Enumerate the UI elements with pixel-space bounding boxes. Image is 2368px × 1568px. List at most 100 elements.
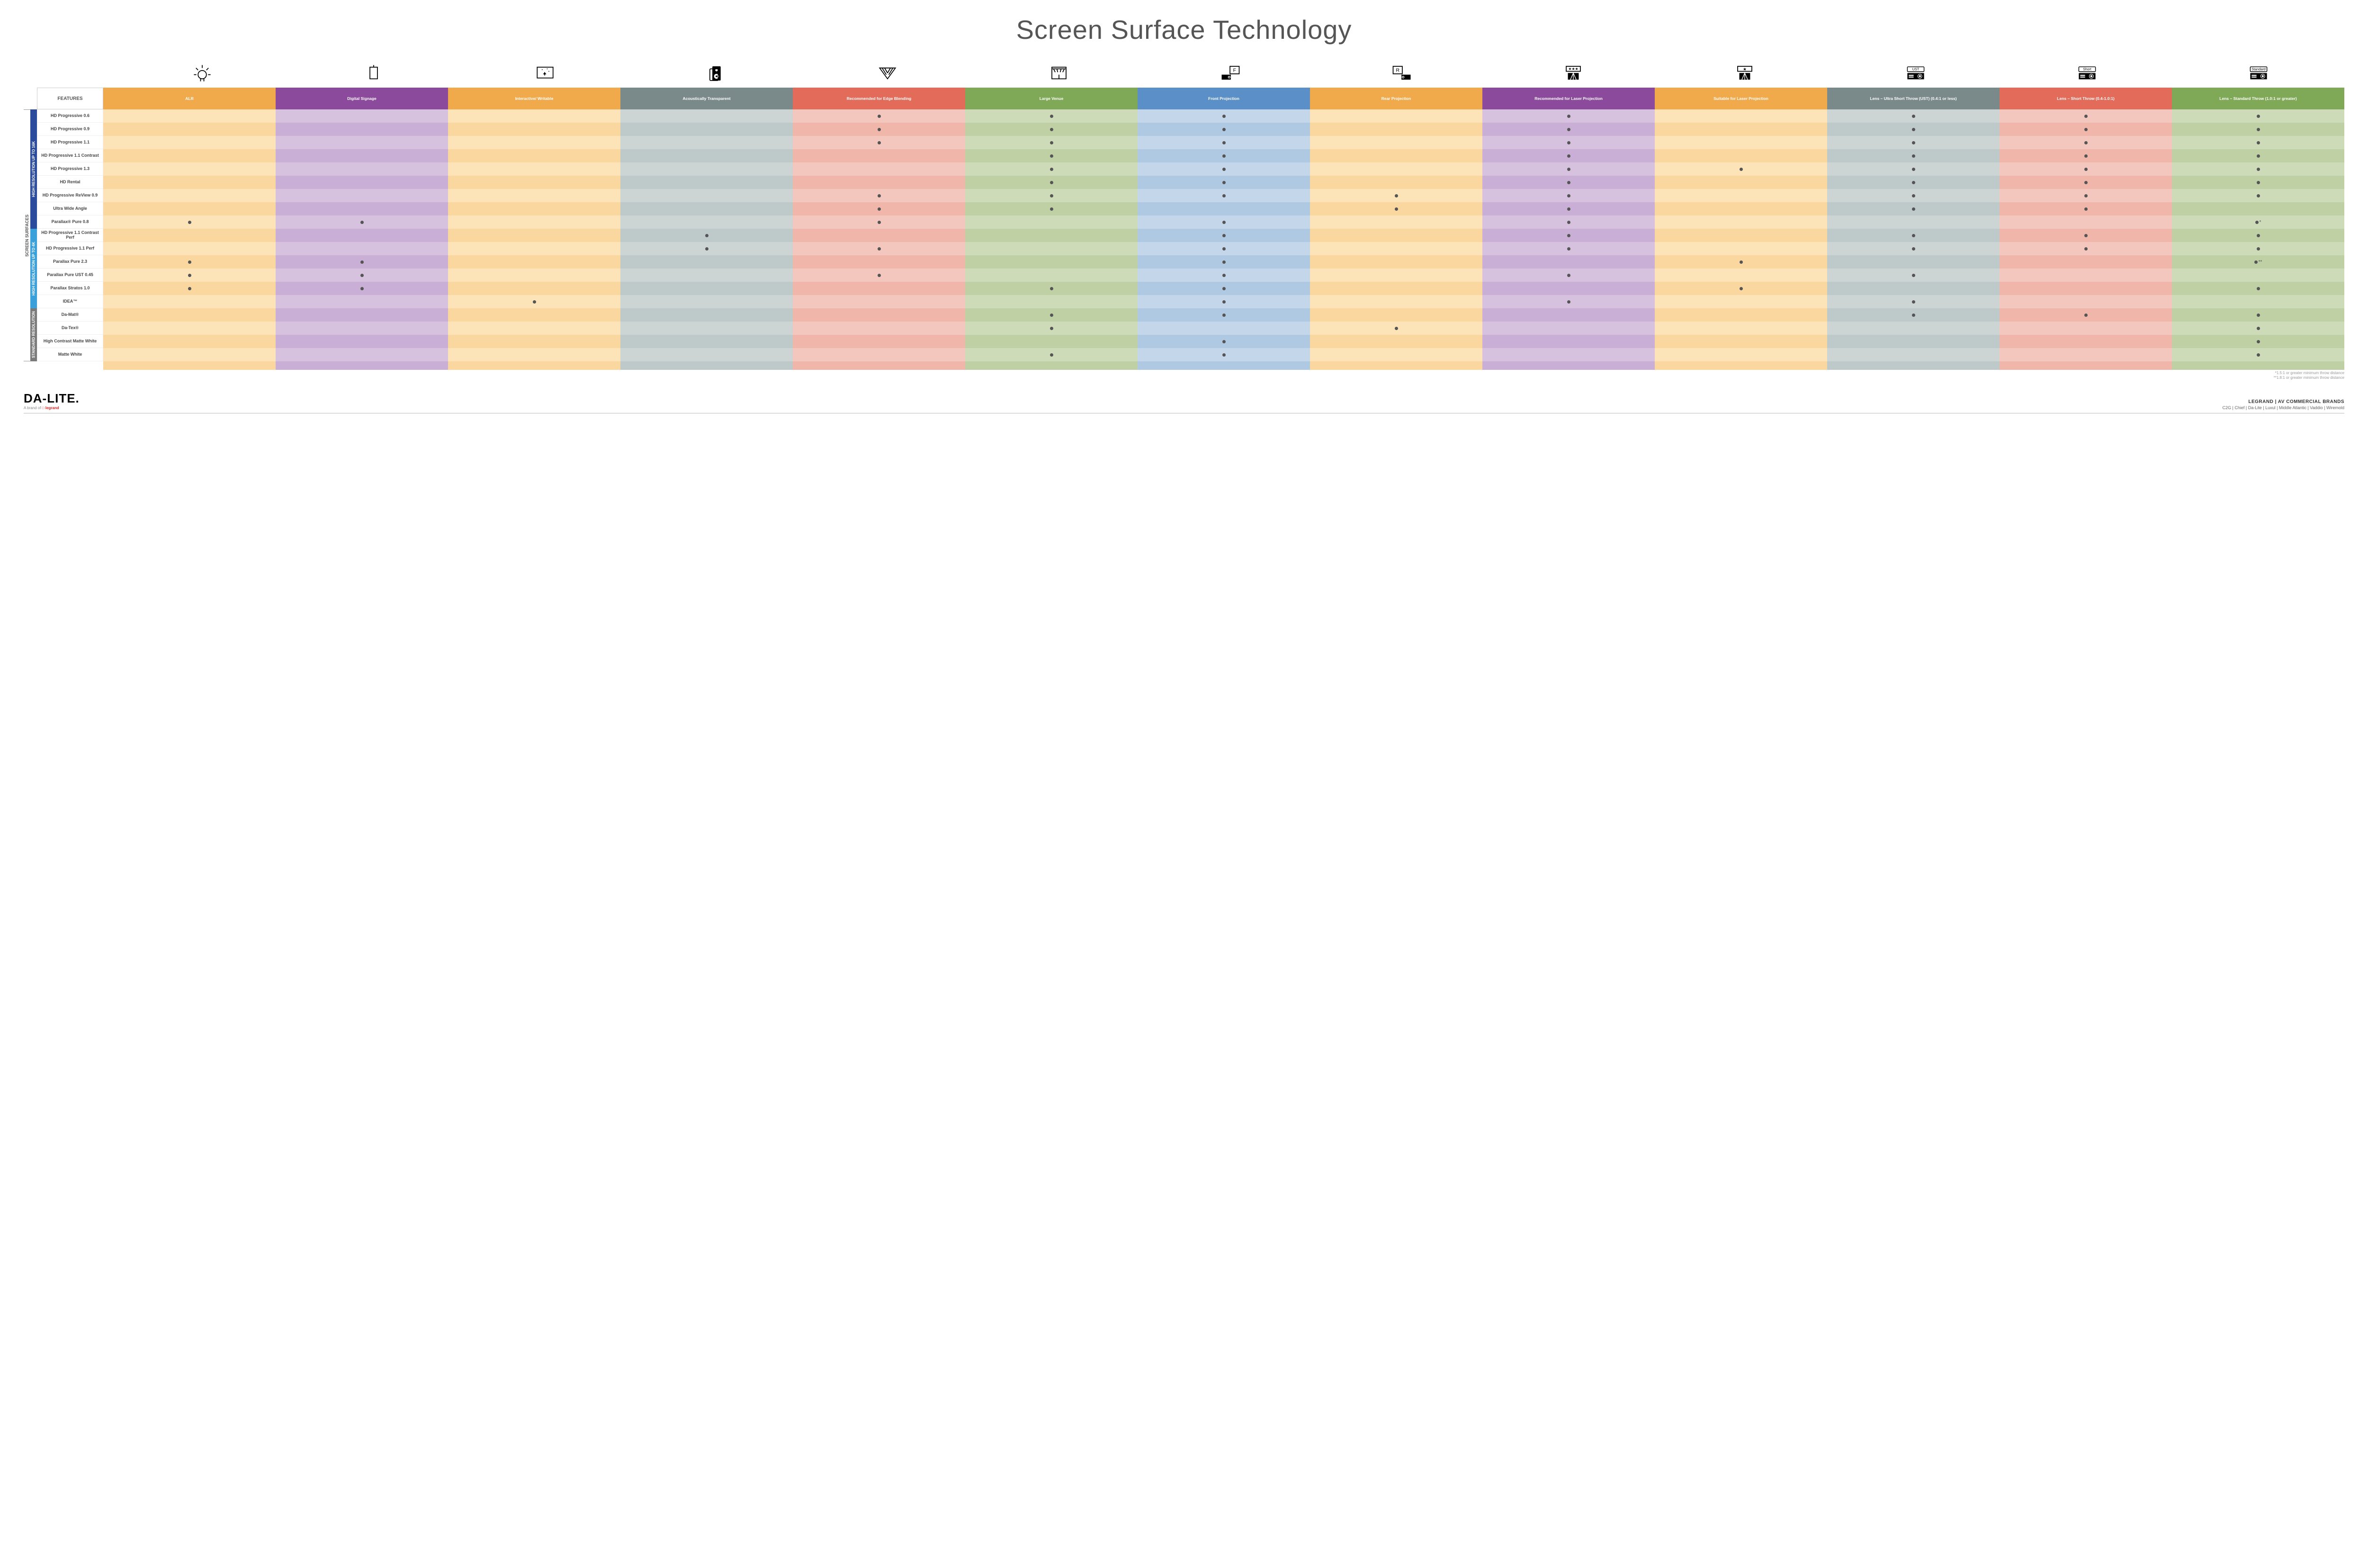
data-cell <box>1138 242 1310 255</box>
column-icon-rp: R <box>1316 59 1488 88</box>
data-cell <box>1827 322 2000 335</box>
column-icon-std: Standard <box>2173 59 2344 88</box>
data-cell <box>276 335 448 348</box>
data-cell <box>1138 149 1310 162</box>
data-cell <box>1655 295 1827 308</box>
data-cell <box>1138 215 1310 229</box>
data-cell <box>276 322 448 335</box>
row-label: High Contrast Matte White <box>37 335 103 348</box>
data-cell <box>1310 348 1482 361</box>
data-cell <box>1310 229 1482 242</box>
data-cell <box>448 215 620 229</box>
data-cell <box>103 149 276 162</box>
table-row: HD Progressive 1.1 Contrast Perf <box>37 229 2344 242</box>
data-cell <box>1655 322 1827 335</box>
body-rows: SCREEN SURFACES HIGH RESOLUTION UP TO 16… <box>24 109 2344 370</box>
data-cell <box>965 308 1138 322</box>
data-cell <box>1482 202 1655 215</box>
column-icon-fp: F <box>1145 59 1316 88</box>
svg-text:★★★: ★★★ <box>1568 67 1578 71</box>
data-cell <box>620 242 793 255</box>
data-cell <box>448 255 620 269</box>
data-cell <box>793 202 965 215</box>
data-cell <box>620 269 793 282</box>
row-label: HD Progressive 0.6 <box>37 109 103 123</box>
row-label: HD Progressive 1.3 <box>37 162 103 176</box>
data-cell <box>620 136 793 149</box>
brands-title: LEGRAND | AV COMMERCIAL BRANDS <box>2223 399 2344 404</box>
column-header-fp: Front Projection <box>1138 88 1310 109</box>
data-cell <box>2172 308 2344 322</box>
data-cell <box>965 162 1138 176</box>
data-cell <box>448 176 620 189</box>
data-cell <box>793 189 965 202</box>
data-cell <box>620 215 793 229</box>
data-cell <box>965 149 1138 162</box>
row-label: Matte White <box>37 348 103 361</box>
data-cell <box>1827 282 2000 295</box>
data-cell <box>1655 149 1827 162</box>
data-cell <box>1655 255 1827 269</box>
table-row: HD Progressive 1.1 Perf <box>37 242 2344 255</box>
row-label: Parallax Pure 2.3 <box>37 255 103 269</box>
data-cell <box>448 308 620 322</box>
data-cell <box>1138 176 1310 189</box>
data-cell <box>1310 123 1482 136</box>
data-cell <box>448 109 620 123</box>
data-cell <box>2172 162 2344 176</box>
data-cell <box>276 242 448 255</box>
data-cell <box>965 136 1138 149</box>
column-header-iw: Interactive/ Writable <box>448 88 620 109</box>
data-cell <box>2172 189 2344 202</box>
row-label: HD Progressive ReView 0.9 <box>37 189 103 202</box>
data-cell <box>103 335 276 348</box>
data-cell <box>1482 109 1655 123</box>
data-cell <box>448 229 620 242</box>
table-row: HD Progressive 0.6 <box>37 109 2344 123</box>
page-title: Screen Surface Technology <box>24 14 2344 45</box>
data-cell <box>1482 335 1655 348</box>
data-cell <box>1310 109 1482 123</box>
header-row: FEATURES ALRDigital SignageInteractive/ … <box>24 88 2344 109</box>
data-cell <box>1310 255 1482 269</box>
column-header-lv: Large Venue <box>965 88 1138 109</box>
data-cell <box>620 176 793 189</box>
data-cell <box>2172 149 2344 162</box>
data-cell <box>448 322 620 335</box>
data-cell <box>2000 335 2172 348</box>
data-cell <box>965 189 1138 202</box>
data-cell <box>2000 176 2172 189</box>
data-cell <box>620 348 793 361</box>
data-cell <box>620 109 793 123</box>
data-cell <box>103 269 276 282</box>
data-cell <box>1827 149 2000 162</box>
data-cell <box>2172 229 2344 242</box>
data-cell <box>276 255 448 269</box>
data-cell <box>1138 295 1310 308</box>
column-header-eb: Recommended for Edge Blending <box>793 88 965 109</box>
brands-list: C2G | Chief | Da-Lite | Luxul | Middle A… <box>2223 405 2344 410</box>
data-cell <box>2172 123 2344 136</box>
data-cell <box>1655 123 1827 136</box>
data-cell <box>448 189 620 202</box>
data-cell <box>103 282 276 295</box>
data-cell <box>1655 335 1827 348</box>
table-row: Parallax Pure 2.3** <box>37 255 2344 269</box>
data-cell <box>2172 269 2344 282</box>
data-cell <box>2000 123 2172 136</box>
column-header-ust: Lens – Ultra Short Throw (UST) (0.4:1 or… <box>1827 88 2000 109</box>
column-icon-iw <box>459 59 631 88</box>
data-cell <box>2172 109 2344 123</box>
data-cell <box>965 255 1138 269</box>
data-cell <box>1310 136 1482 149</box>
data-cell <box>1138 308 1310 322</box>
data-cell <box>1482 136 1655 149</box>
data-cell <box>103 136 276 149</box>
data-cell <box>620 202 793 215</box>
data-cell <box>1482 162 1655 176</box>
data-cell <box>620 295 793 308</box>
table-row: Parallax Stratos 1.0 <box>37 282 2344 295</box>
data-cell <box>620 335 793 348</box>
data-cell <box>965 335 1138 348</box>
data-cell <box>1655 308 1827 322</box>
